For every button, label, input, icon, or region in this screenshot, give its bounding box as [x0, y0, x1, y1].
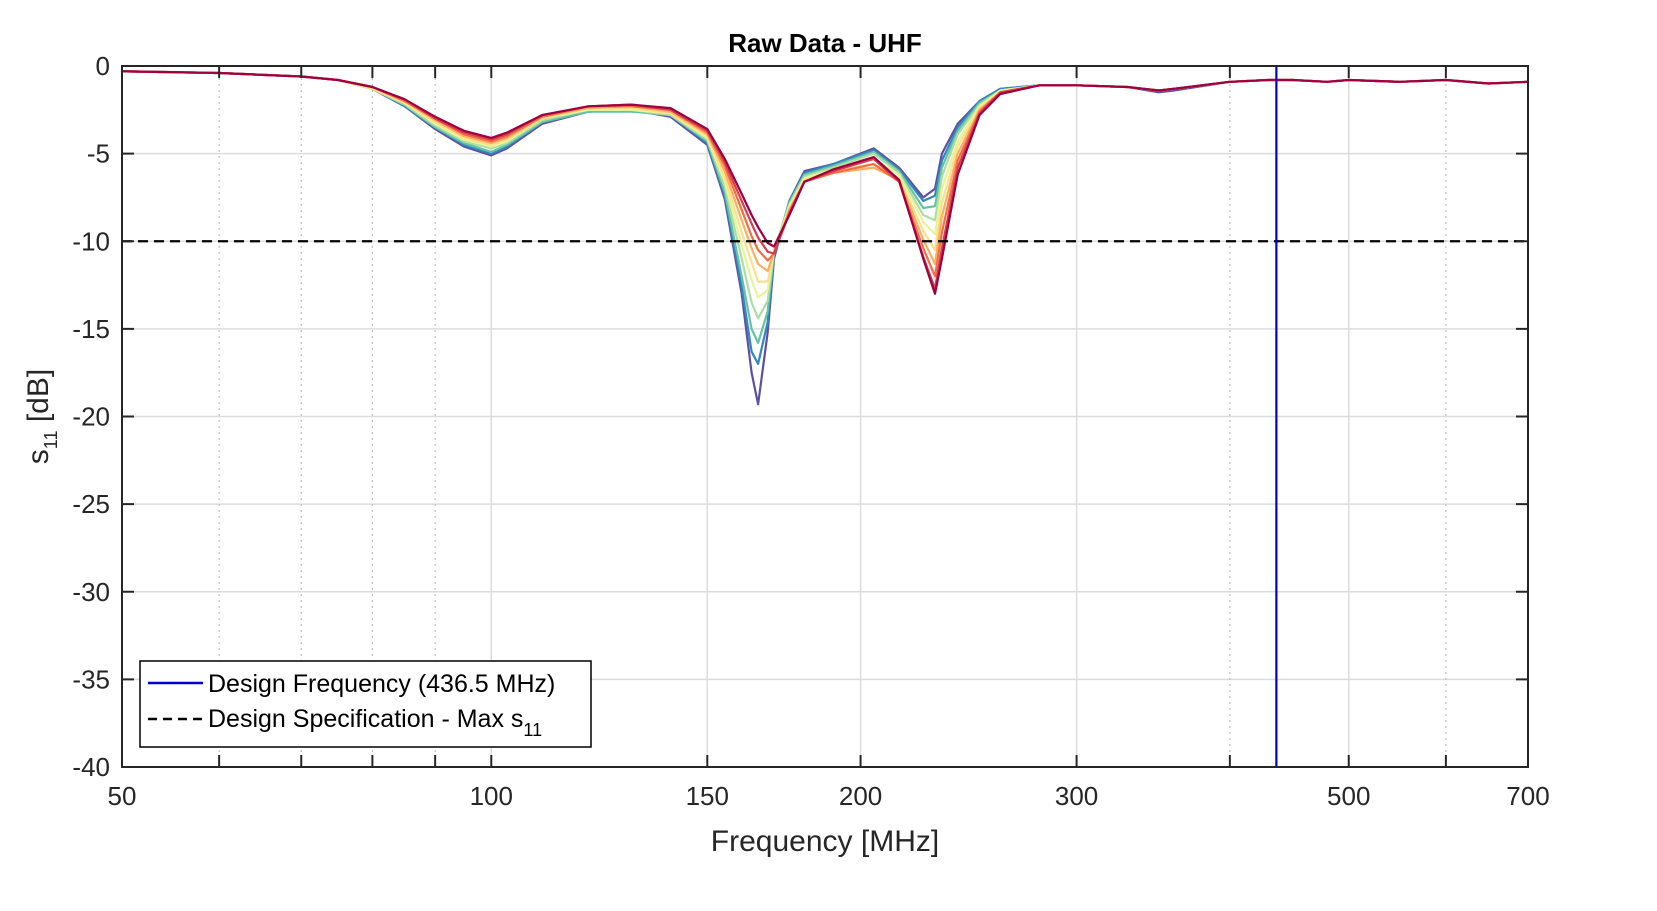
legend-label-main: Design Specification - Max s	[208, 705, 523, 733]
y-axis-label: s11 [dB]	[22, 369, 61, 464]
x-tick-label: 500	[1327, 781, 1370, 811]
y-tick-label: -35	[72, 664, 110, 694]
legend-label-subscript: 11	[523, 720, 542, 740]
legend: Design Frequency (436.5 MHz) Design Spec…	[139, 660, 592, 748]
x-axis-label: Frequency [MHz]	[711, 825, 939, 858]
legend-box	[139, 660, 592, 748]
series-line-10	[120, 70, 1530, 295]
y-tick-label: -30	[72, 577, 110, 607]
x-tick-label: 300	[1055, 781, 1098, 811]
chart-title: Raw Data - UHF	[728, 28, 922, 58]
axes	[121, 65, 1529, 768]
y-axis-label-subscript: 11	[41, 431, 61, 450]
y-tick-label: -25	[72, 489, 110, 519]
y-tick-label: -40	[72, 752, 110, 782]
y-tick-label: -20	[72, 402, 110, 432]
y-axis-label-unit: [dB]	[22, 369, 55, 431]
x-tick-label: 150	[686, 781, 729, 811]
y-tick-label: -10	[72, 226, 110, 256]
x-tick-label: 50	[108, 781, 137, 811]
y-tick-label: -15	[72, 314, 110, 344]
y-tick-label: 0	[96, 51, 110, 81]
y-tick-label: -5	[87, 139, 110, 169]
legend-label-design-frequency: Design Frequency (436.5 MHz)	[208, 670, 555, 698]
x-tick-label: 700	[1506, 781, 1549, 811]
y-axis-label-main: s	[22, 449, 55, 464]
legend-label-design-specification: Design Specification - Max s11	[208, 705, 542, 740]
x-tick-label: 100	[470, 781, 513, 811]
grid-lines	[121, 65, 1529, 768]
data-series	[120, 70, 1530, 406]
reference-lines	[122, 66, 1528, 767]
x-tick-label: 200	[839, 781, 882, 811]
